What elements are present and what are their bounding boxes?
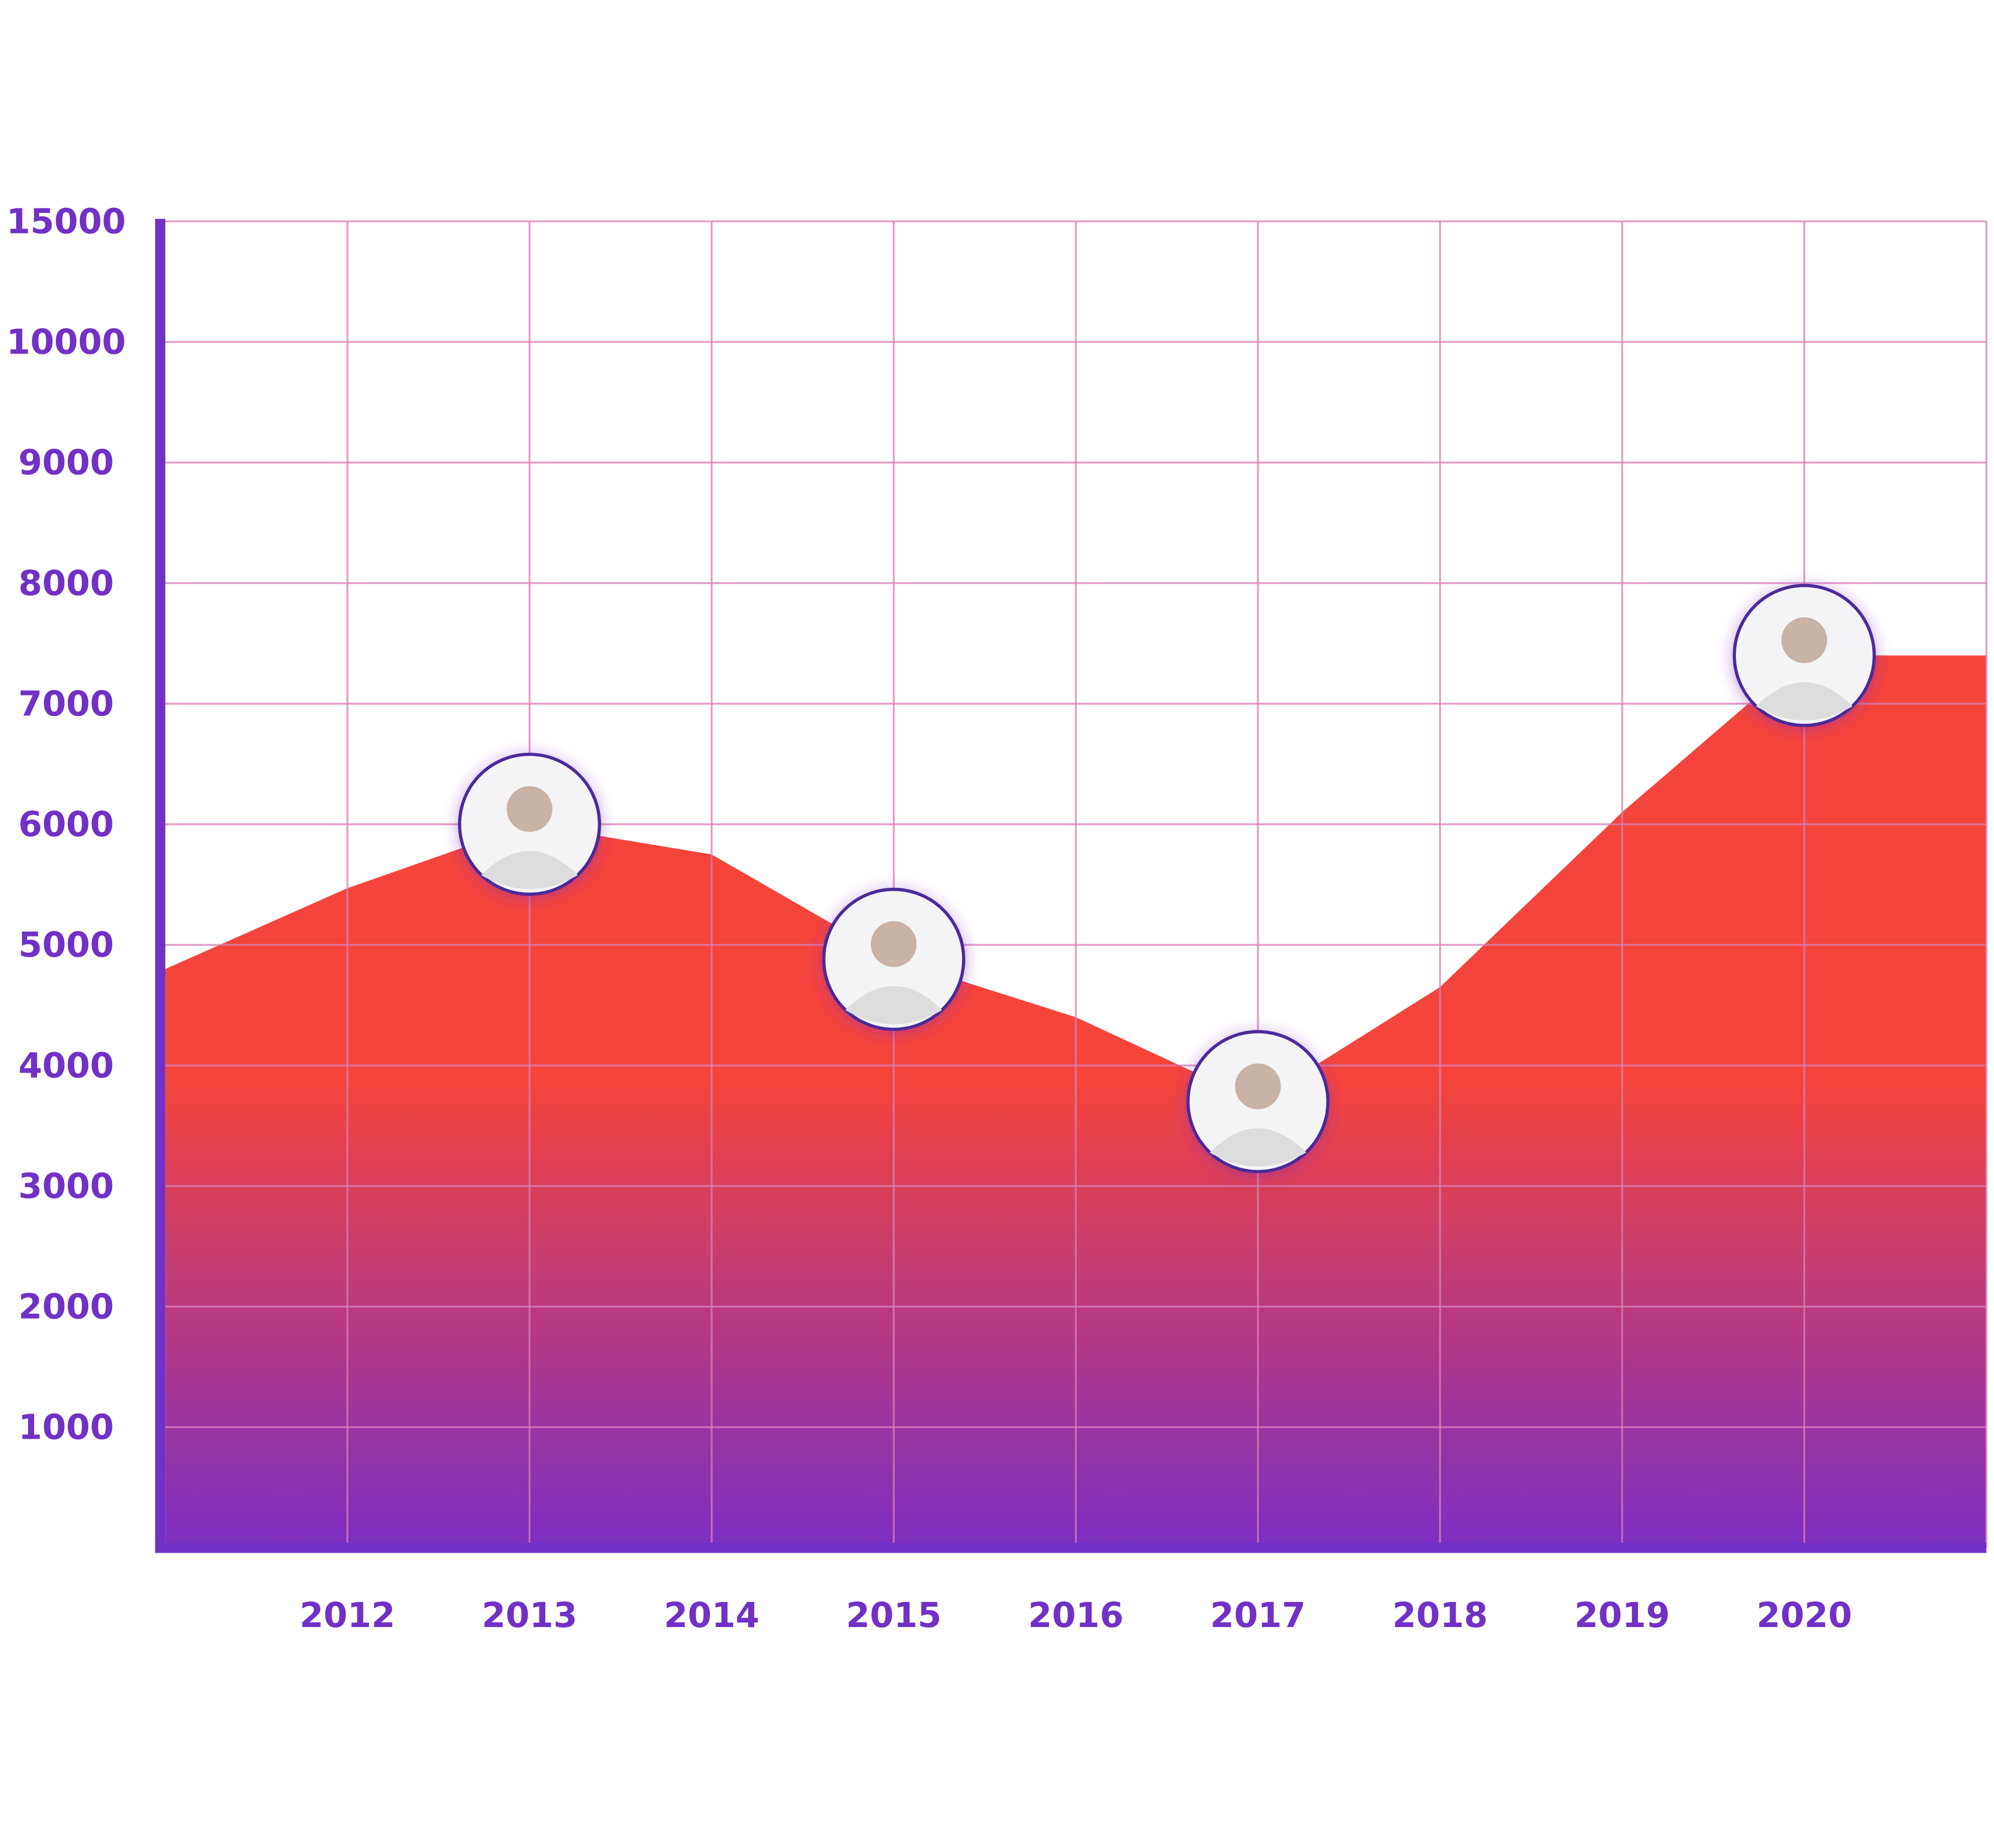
avatar-marker xyxy=(1732,584,1876,727)
avatar-body xyxy=(845,986,943,1024)
y-tick-label: 1000 xyxy=(19,1408,114,1448)
x-tick-label: 2012 xyxy=(300,1596,395,1636)
y-tick-label: 4000 xyxy=(19,1046,114,1086)
x-tick-label: 2020 xyxy=(1756,1596,1852,1636)
avatar-head xyxy=(871,921,917,967)
x-tick-label: 2015 xyxy=(846,1596,942,1636)
x-tick-label: 2016 xyxy=(1028,1596,1123,1636)
avatar-head xyxy=(506,786,553,832)
avatar-head xyxy=(1235,1063,1281,1109)
y-tick-label: 8000 xyxy=(19,564,114,604)
avatar-marker xyxy=(822,887,966,1031)
y-tick-label: 3000 xyxy=(19,1167,114,1206)
y-tick-label: 2000 xyxy=(19,1288,114,1327)
x-tick-label: 2013 xyxy=(482,1596,577,1636)
y-tick-label: 9000 xyxy=(19,443,114,483)
x-tick-label: 2014 xyxy=(664,1596,759,1636)
y-tick-label: 5000 xyxy=(19,926,114,965)
avatar-marker xyxy=(458,752,601,896)
avatar-body xyxy=(1209,1128,1307,1167)
y-tick-label: 10000 xyxy=(7,323,126,363)
avatar-body xyxy=(1755,682,1853,721)
x-tick-label: 2018 xyxy=(1392,1596,1488,1636)
avatar-marker xyxy=(1186,1030,1330,1174)
avatar-head xyxy=(1781,617,1827,663)
x-tick-label: 2017 xyxy=(1210,1596,1306,1636)
y-tick-label: 15000 xyxy=(7,202,126,242)
y-tick-label: 6000 xyxy=(19,805,114,845)
y-tick-label: 7000 xyxy=(19,684,114,724)
x-tick-label: 2019 xyxy=(1574,1596,1670,1636)
avatar-body xyxy=(481,851,578,889)
